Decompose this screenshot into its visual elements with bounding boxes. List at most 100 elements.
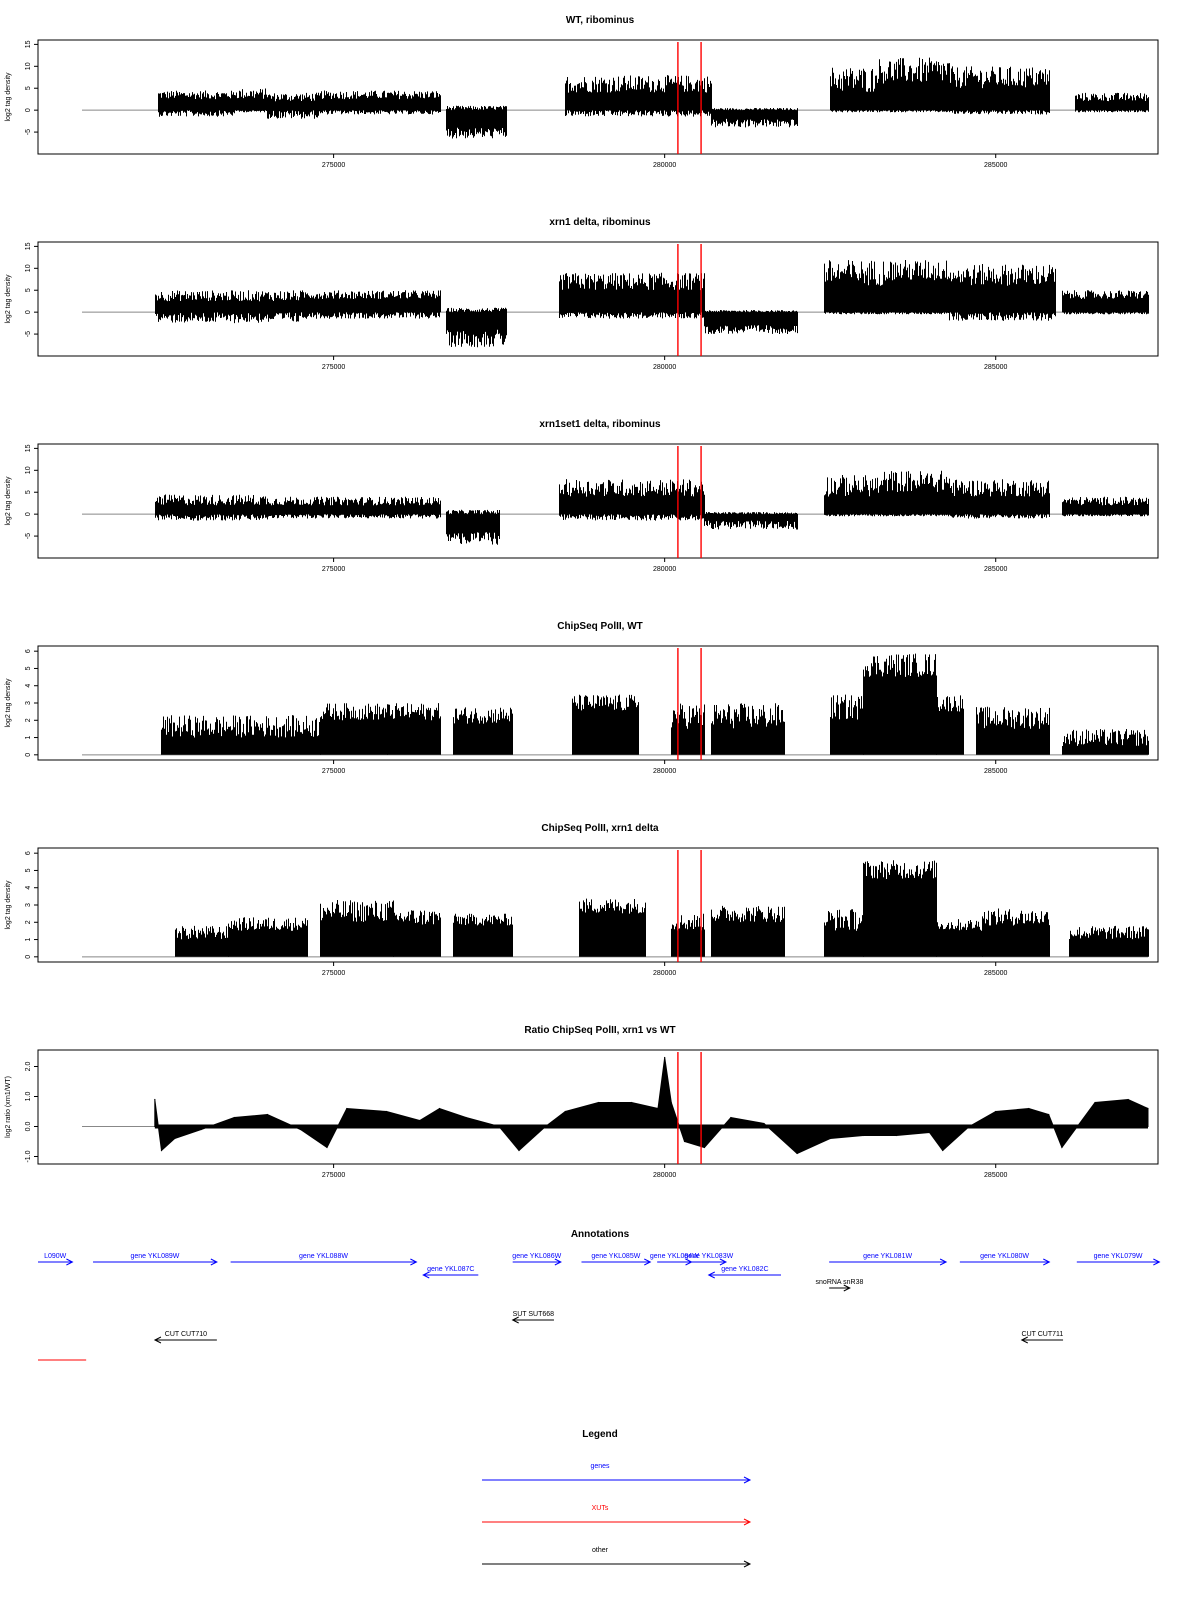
annotation-label: gene YKL083W (684, 1253, 733, 1260)
panel-chipseq_polii_wt: ChipSeq PolII, WT log2 tag density 0 1 2 3 4 5 6… (5, 621, 1159, 775)
density-segment-8 (1062, 496, 1149, 517)
density-segment-10 (976, 706, 1050, 755)
legend-item-other: other (482, 1547, 752, 1568)
annotations-panel: Annotations L090W gene YKL089W gene YKL088… (38, 1229, 1161, 1361)
arrow-head-icon (743, 1560, 752, 1568)
ratio-point (346, 1107, 348, 1110)
annotation-label: gene YKL080W (980, 1253, 1029, 1260)
annotation-label: gene YKL085W (591, 1253, 640, 1260)
annotation-feature: gene YKL081W (829, 1253, 948, 1266)
y-tick-label: 0 (25, 512, 32, 516)
arrow-head-icon (422, 1271, 430, 1279)
density-segment-3 (320, 90, 441, 115)
y-tick-label: -1.0 (25, 1150, 32, 1162)
density-segment-2 (320, 900, 394, 957)
x-tick-label: 280000 (653, 1172, 676, 1179)
density-segment-1 (234, 88, 268, 113)
density-segment-4 (704, 512, 798, 530)
panel-title: Ratio ChipSeq PolII, xrn1 vs WT (524, 1025, 675, 1036)
density-segment-2 (387, 703, 441, 755)
arrow-head-icon (939, 1258, 948, 1266)
x-tick-label: 285000 (984, 364, 1007, 371)
ratio-point (200, 1128, 202, 1131)
density-segment-1 (300, 290, 441, 319)
ratio-point (154, 1098, 156, 1101)
ratio-point (266, 1113, 268, 1116)
ratio-point (1147, 1107, 1149, 1110)
density-segment-0 (155, 494, 268, 521)
density-bars (158, 57, 1149, 139)
arrow-head-icon (410, 1258, 418, 1266)
ratio-area (154, 1057, 1149, 1155)
panel-chipseq_polii_xrn1: ChipSeq PolII, xrn1 delta log2 tag densit… (5, 823, 1159, 977)
y-tick-label: -5 (25, 533, 32, 539)
arrow-head-icon (210, 1258, 218, 1266)
density-segment-0 (155, 290, 301, 324)
ratio-point (498, 1125, 500, 1128)
density-segment-10 (936, 919, 983, 957)
panel-title: WT, ribominus (566, 15, 635, 26)
annotation-feature: gene YKL086W (512, 1253, 562, 1266)
density-segment-0 (175, 925, 229, 957)
y-tick-label: 1.0 (25, 1092, 32, 1102)
ratio-point (160, 1149, 163, 1152)
panel-title: ChipSeq PolII, WT (557, 621, 643, 632)
ratio-point (385, 1110, 388, 1113)
density-segment-5 (565, 75, 712, 117)
density-segment-5 (824, 260, 884, 315)
panel-title: xrn1set1 delta, ribominus (539, 419, 661, 430)
arrow-head-icon (843, 1284, 851, 1292)
ratio-point (544, 1125, 547, 1128)
annotation-label: gene YKL079W (1094, 1253, 1143, 1260)
density-segment-5 (671, 703, 705, 755)
ratio-point (703, 1146, 705, 1149)
annotation-label: gene YKL084W (650, 1253, 699, 1260)
legend-label: genes (590, 1463, 610, 1470)
annotation-label: gene YKL082C (721, 1266, 768, 1273)
density-segment-8 (863, 653, 937, 755)
annotation-label: gene YKL081W (863, 1253, 912, 1260)
density-segment-6 (711, 703, 785, 755)
x-tick-label: 275000 (322, 364, 345, 371)
ratio-point (438, 1107, 441, 1110)
y-tick-label: 5 (25, 86, 32, 90)
arrow-head-icon (719, 1258, 728, 1266)
y-tick-label: 3 (25, 701, 32, 705)
ratio-point (233, 1116, 235, 1119)
y-tick-label: 3 (25, 903, 32, 907)
x-tick-label: 285000 (984, 970, 1007, 977)
y-axis-label: log2 ratio (xrn1/WT) (5, 1076, 12, 1138)
annotation-feature: SUT SUT668 (511, 1311, 554, 1324)
y-tick-label: 6 (25, 649, 32, 653)
annotation-label: CUT CUT710 (165, 1331, 207, 1338)
y-tick-label: 0 (25, 955, 32, 959)
y-tick-label: 5 (25, 490, 32, 494)
density-segment-5 (579, 898, 646, 957)
x-tick-label: 280000 (653, 364, 676, 371)
annotation-feature: gene YKL083W (684, 1253, 734, 1266)
y-tick-label: 0 (25, 310, 32, 314)
arrow-head-icon (153, 1336, 162, 1344)
panel-title: xrn1 delta, ribominus (549, 217, 651, 228)
ratio-point (829, 1137, 831, 1140)
density-segment-6 (883, 260, 950, 315)
density-segment-9 (863, 860, 937, 957)
density-segment-10 (1075, 92, 1149, 113)
density-segment-4 (453, 913, 513, 957)
x-tick-label: 275000 (322, 970, 345, 977)
density-segment-9 (949, 66, 1050, 115)
density-segment-12 (1069, 925, 1149, 957)
annotation-label: L090W (44, 1253, 67, 1260)
ratio-point (1028, 1107, 1030, 1110)
ratio-point (597, 1101, 600, 1104)
panel-xrn1set1_ribominus: xrn1set1 delta, ribominus log2 tag densit… (5, 419, 1159, 573)
y-tick-label: 15 (25, 40, 32, 48)
density-segment-2 (446, 509, 500, 545)
annotation-label: snoRNA snR38 (816, 1279, 864, 1286)
ratio-point (928, 1131, 931, 1134)
panel-wt_ribominus: WT, ribominus log2 tag density -5 0 5 10 15 275… (5, 15, 1159, 169)
y-axis-label: log2 tag density (5, 476, 12, 526)
ratio-point (670, 1101, 672, 1104)
